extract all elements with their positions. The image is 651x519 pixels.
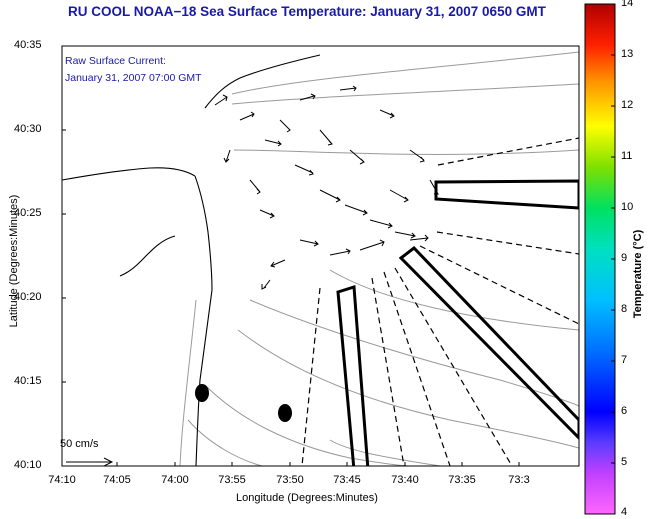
colorbar-tick-label: 13	[621, 48, 634, 60]
colorbar-ticks	[611, 54, 615, 464]
current-label-line2: January 31, 2007 07:00 GMT	[65, 72, 202, 84]
station-marker	[278, 404, 292, 422]
y-tick-label: 40:25	[14, 207, 42, 219]
scale-arrow	[66, 457, 114, 466]
x-tick-label: 73:40	[391, 474, 419, 486]
coastline	[62, 54, 321, 466]
x-tick-label: 73:35	[448, 474, 476, 486]
x-axis-title: Longitude (Degrees:Minutes)	[236, 492, 378, 504]
colorbar-tick-label: 7	[621, 354, 628, 366]
colorbar-tick-label: 8	[621, 303, 628, 315]
x-tick-label: 74:05	[103, 474, 131, 486]
current-label-line1: Raw Surface Current:	[65, 55, 166, 67]
x-tick-label: 73:45	[333, 474, 361, 486]
y-tick-label: 40:15	[14, 375, 42, 387]
y-tick-label: 40:10	[14, 459, 42, 471]
x-tick-label: 73:3	[508, 474, 530, 486]
figure-title: RU COOL NOAA−18 Sea Surface Temperature:…	[68, 4, 546, 19]
axis-ticks	[62, 45, 520, 466]
y-tick-label: 40:20	[14, 291, 42, 303]
colorbar-title: Temperature (°C)	[632, 229, 644, 319]
colorbar-tick-label: 6	[621, 405, 628, 417]
colorbar-tick-label: 10	[621, 201, 634, 213]
x-tick-label: 74:00	[161, 474, 189, 486]
scale-arrow-label: 50 cm/s	[60, 438, 99, 450]
map-area	[62, 51, 579, 466]
bathymetry-contours	[179, 51, 579, 466]
plot-frame	[61, 45, 580, 467]
x-tick-label: 73:55	[218, 474, 246, 486]
station-marker	[195, 384, 209, 402]
y-tick-label: 40:30	[14, 123, 42, 135]
colorbar	[584, 3, 616, 515]
y-tick-label: 40:35	[14, 39, 42, 51]
colorbar-tick-label: 9	[621, 252, 628, 264]
colorbar-tick-label: 4	[621, 506, 628, 518]
radar-sectors	[301, 137, 579, 466]
x-tick-label: 74:10	[48, 474, 76, 486]
colorbar-tick-label: 12	[621, 99, 634, 111]
colorbar-tick-label: 11	[621, 150, 633, 162]
colorbar-tick-label: 5	[621, 456, 628, 468]
current-vectors	[214, 85, 439, 290]
x-tick-label: 73:50	[276, 474, 304, 486]
y-axis-title: Latitude (Degrees:Minutes)	[8, 194, 20, 328]
colorbar-tick-label: 14	[621, 0, 634, 9]
